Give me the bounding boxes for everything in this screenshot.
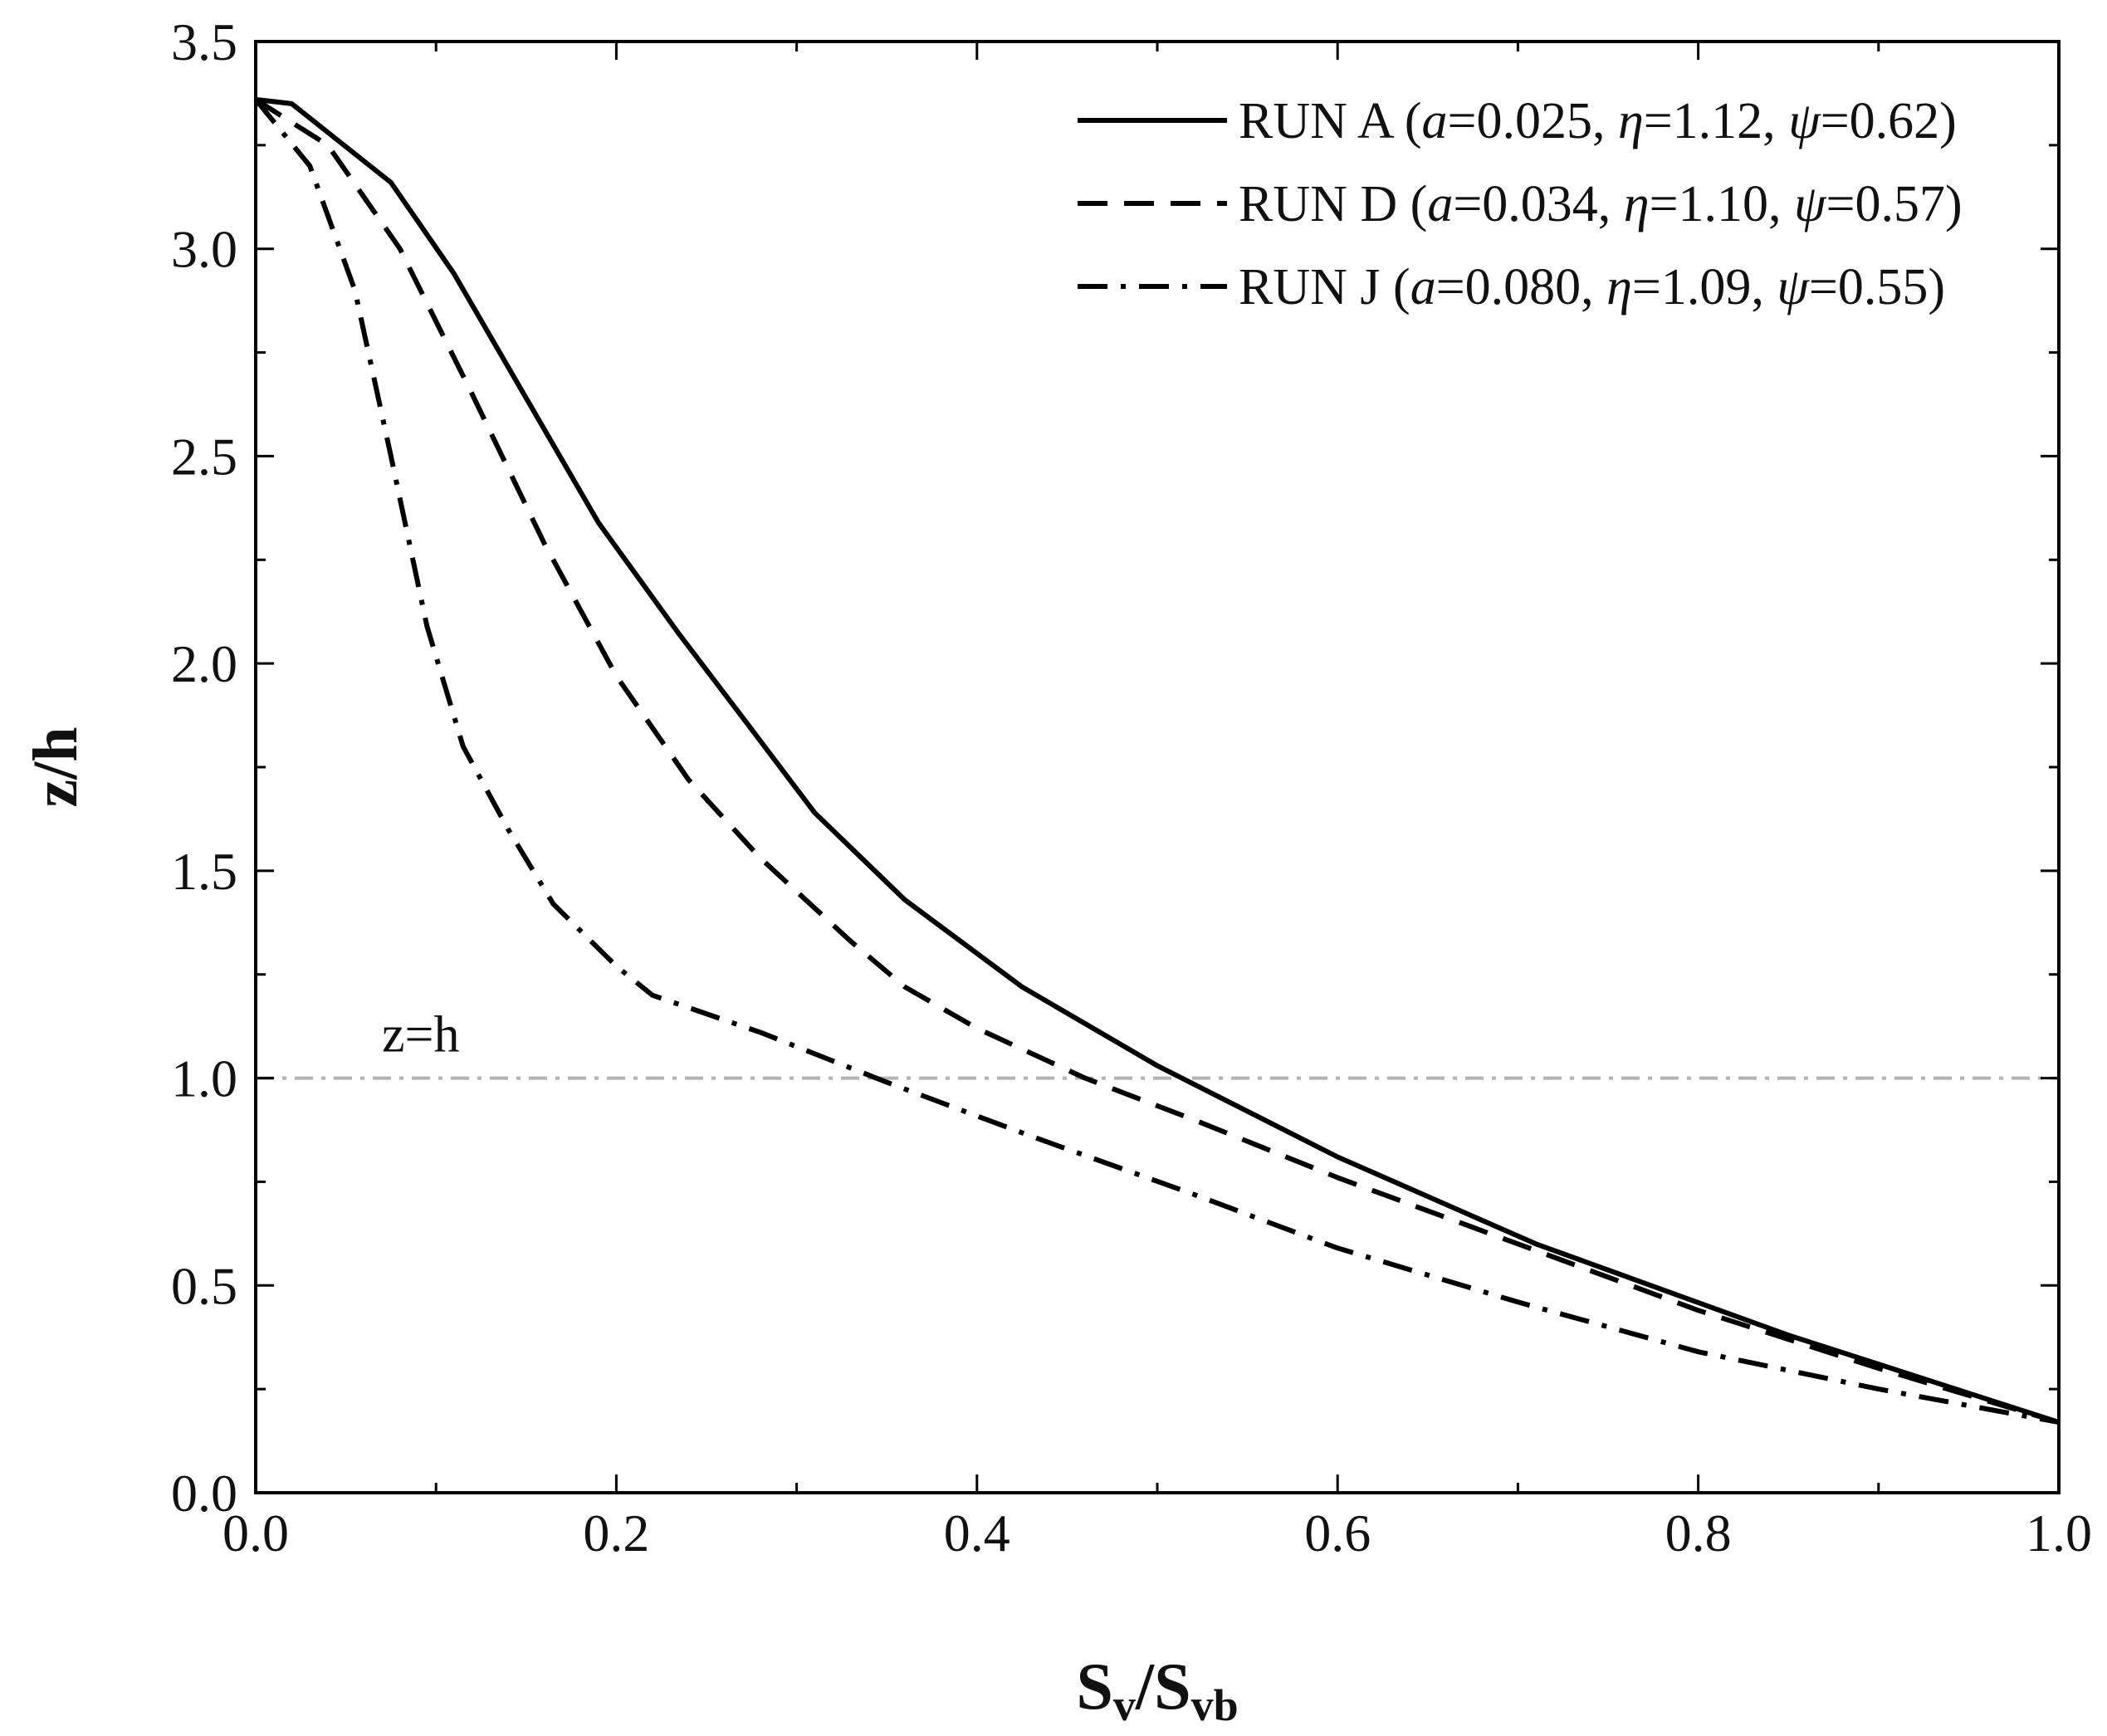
ticks-layer: 0.0 0.2 0.4 0.6 0.8 1.0 0.0 0.5 1.0 1.5 2.0 2.5 3.0 3… (171, 12, 2092, 1562)
y-tick-label: 0.0 (171, 1464, 237, 1523)
series-line-run-d (254, 97, 2060, 1425)
x-axis-title-main: S (1076, 1650, 1113, 1724)
legend-label-run-d: RUN D (a=0.034, η=1.10, ψ=0.57) (1239, 176, 1963, 232)
y-tick-label: 0.5 (171, 1256, 237, 1315)
series-line-run-a (255, 96, 2060, 1425)
x-axis-title-sep: /S (1135, 1650, 1191, 1724)
legend-label-run-a: RUN A (a=0.025, η=1.12, ψ=0.62) (1239, 93, 1957, 149)
x-tick-label: 0.0 (222, 1504, 289, 1562)
y-tick-label: 1.0 (171, 1049, 237, 1108)
y-tick-label: 2.0 (171, 634, 237, 693)
x-tick-label: 0.4 (944, 1504, 1010, 1562)
y-tick-label: 1.5 (171, 842, 237, 901)
x-axis-title: Sv/Svb (1076, 1650, 1238, 1730)
x-axis-title-sub2: vb (1191, 1680, 1239, 1730)
x-tick-label: 0.2 (583, 1504, 649, 1562)
y-tick-label: 3.0 (171, 220, 237, 279)
plot-area-frame (254, 40, 2061, 1494)
legend-label-run-j: RUN J (a=0.080, η=1.09, ψ=0.55) (1239, 259, 1945, 315)
x-tick-label: 1.0 (2026, 1504, 2092, 1562)
x-tick-label: 0.8 (1665, 1504, 1732, 1562)
y-tick-label: 2.5 (171, 427, 237, 486)
y-axis-title: z/h (21, 726, 90, 807)
x-tick-label: 0.6 (1304, 1504, 1371, 1562)
series-layer (253, 96, 2060, 1425)
legend: RUN A (a=0.025, η=1.12, ψ=0.62) RUN D (a=… (1078, 93, 1963, 315)
x-axis-title-sub1: v (1113, 1680, 1136, 1730)
reference-line-label: z=h (382, 1007, 459, 1064)
series-line-run-j (253, 98, 2060, 1425)
y-tick-label: 3.5 (171, 12, 237, 71)
reference-layer: z=h (256, 1007, 2059, 1080)
